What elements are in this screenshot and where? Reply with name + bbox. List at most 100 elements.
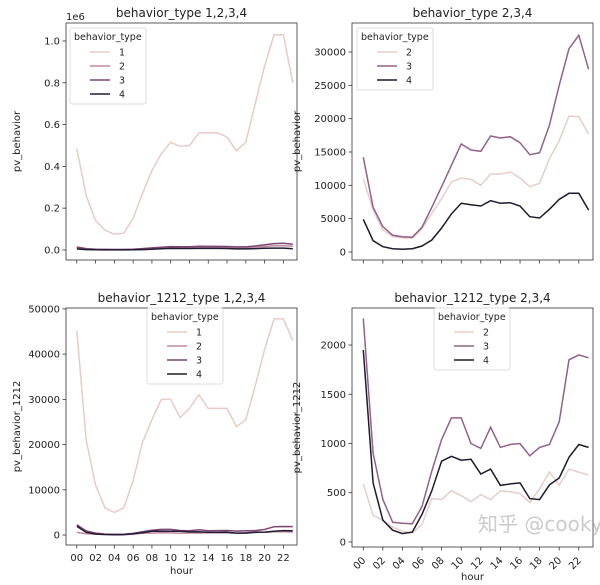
series-line-4 — [76, 525, 293, 536]
subplot-title: behavior_1212_type 2,3,4 — [394, 291, 550, 305]
offset-text: 1e6 — [66, 12, 85, 23]
x-tick-label: 12 — [183, 553, 196, 564]
y-tick-label: 0 — [340, 537, 346, 548]
y-tick-label: 1000 — [321, 439, 346, 450]
x-tick-label: 14 — [202, 553, 215, 564]
x-tick-label: 10 — [450, 555, 467, 572]
legend: behavior_type 1 2 3 4 — [146, 307, 224, 385]
y-tick-label: 0.0 — [44, 245, 60, 256]
series-line-3 — [362, 33, 590, 239]
watermark: 知乎 @cooky — [478, 512, 600, 536]
x-tick-label: 10 — [164, 553, 177, 564]
legend-label-3: 3 — [119, 76, 125, 87]
legend-box — [356, 27, 434, 91]
legend: behavior_type 1 2 3 4 — [69, 27, 147, 105]
x-tick-label: 18 — [528, 555, 545, 572]
y-tick-label: 40000 — [28, 350, 60, 361]
legend-label-3: 3 — [406, 62, 412, 73]
x-tick-label: 20 — [548, 555, 565, 572]
y-tick-label: 0.6 — [44, 120, 60, 131]
legend-label-1: 1 — [119, 48, 125, 59]
series-line-4 — [76, 247, 293, 251]
x-tick-label: 14 — [489, 555, 506, 572]
x-tick-label: 22 — [567, 555, 584, 572]
y-tick-label: 2000 — [321, 341, 346, 352]
y-tick-label: 0 — [340, 248, 346, 259]
series-line-3 — [362, 318, 589, 525]
legend-label-2: 2 — [483, 328, 489, 339]
y-tick-label: 10000 — [28, 485, 60, 496]
y-tick-label: 0 — [54, 531, 60, 542]
x-axis-label: hour — [461, 572, 485, 583]
y-tick-label: 0.4 — [44, 162, 60, 173]
x-tick-label: 20 — [258, 553, 271, 564]
series-line-2 — [362, 468, 589, 534]
y-tick-label: 30000 — [28, 395, 60, 406]
legend-title: behavior_type — [151, 312, 219, 323]
y-tick-label: 0.8 — [44, 78, 60, 89]
y-tick-label: 1.0 — [44, 36, 60, 47]
x-tick-label: 16 — [221, 553, 234, 564]
x-tick-label: 06 — [410, 555, 427, 572]
y-tick-label: 10000 — [314, 181, 346, 192]
x-tick-label: 04 — [108, 553, 121, 564]
legend: behavior_type 2 3 4 — [433, 307, 511, 371]
legend-label-4: 4 — [119, 90, 125, 101]
x-tick-label: 00 — [352, 555, 369, 572]
subplot-title: behavior_type 1,2,3,4 — [116, 6, 247, 20]
x-tick-label: 02 — [89, 553, 102, 564]
x-axis-label: hour — [170, 566, 194, 577]
subplot-title: behavior_type 2,3,4 — [413, 6, 533, 20]
legend-title: behavior_type — [74, 32, 142, 43]
legend-title: behavior_type — [438, 312, 506, 323]
y-tick-label: 1500 — [321, 390, 346, 401]
subplot-title: behavior_1212_type 1,2,3,4 — [98, 291, 266, 305]
subplot-1: 0.0 0.2 0.4 0.6 0.8 1.0 behavior_type 1,2,3,4 p… — [12, 6, 298, 264]
subplot-2: 0 5000 10000 15000 20000 25000 30000 behavior_t… — [292, 6, 594, 264]
legend-title: behavior_type — [361, 32, 429, 43]
y-axis-label: pv_behavior_1212 — [292, 382, 303, 474]
series-line-4 — [362, 192, 590, 251]
axes-frame — [351, 22, 594, 261]
legend-label-2: 2 — [406, 48, 412, 59]
y-axis-label: pv_behavior_1212 — [12, 381, 23, 473]
x-tick-label: 08 — [430, 555, 447, 572]
legend-label-1: 1 — [196, 328, 202, 339]
y-tick-label: 500 — [327, 488, 346, 499]
x-tick-label: 08 — [146, 553, 159, 564]
x-tick-label: 02 — [371, 555, 388, 572]
y-tick-label: 15000 — [314, 148, 346, 159]
y-tick-label: 50000 — [28, 304, 60, 315]
x-tick-label: 12 — [469, 555, 486, 572]
y-tick-label: 5000 — [321, 214, 346, 225]
y-tick-label: 30000 — [314, 48, 346, 59]
axes-frame — [65, 22, 298, 261]
legend: behavior_type 2 3 4 — [356, 27, 434, 91]
series-line-1 — [76, 318, 294, 514]
x-tick-label: 06 — [127, 553, 140, 564]
y-axis-label: pv_behavior — [12, 110, 23, 172]
legend-label-2: 2 — [196, 342, 202, 353]
legend-label-2: 2 — [119, 62, 125, 73]
legend-label-4: 4 — [406, 76, 412, 87]
legend-label-4: 4 — [483, 356, 489, 367]
legend-label-4: 4 — [196, 370, 202, 381]
series-line-2 — [362, 115, 590, 239]
x-tick-label: 18 — [239, 553, 252, 564]
x-tick-label: 04 — [391, 555, 408, 572]
y-tick-label: 25000 — [314, 81, 346, 92]
legend-box — [433, 307, 511, 371]
x-tick-label: 16 — [508, 555, 525, 572]
legend-label-3: 3 — [483, 342, 489, 353]
x-tick-label: 22 — [277, 553, 290, 564]
y-tick-label: 0.2 — [44, 204, 60, 215]
y-tick-label: 20000 — [314, 114, 346, 125]
legend-label-3: 3 — [196, 356, 202, 367]
series-line-1 — [76, 33, 294, 236]
x-tick-label: 00 — [70, 553, 83, 564]
y-tick-label: 20000 — [28, 440, 60, 451]
